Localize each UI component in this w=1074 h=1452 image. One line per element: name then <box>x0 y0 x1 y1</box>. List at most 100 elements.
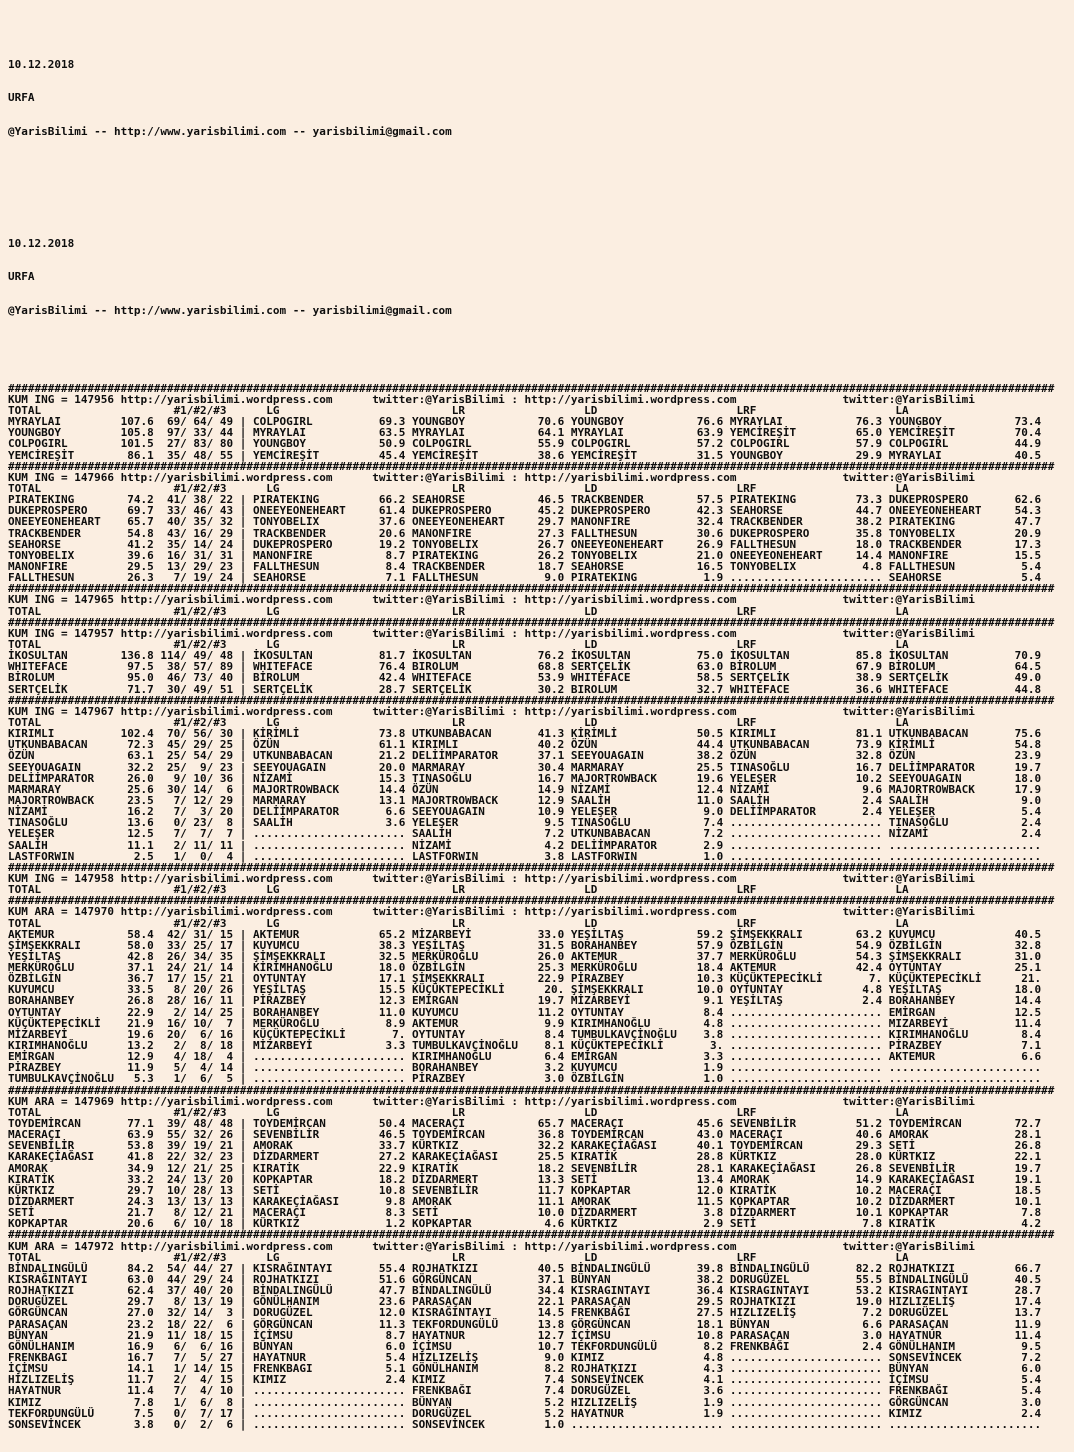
table-row: PARASAÇAN 23.2 18/ 22/ 6 | GÖRGÜNCAN 11.… <box>8 1317 1048 1331</box>
table-row: KOPKAPTAR 20.6 6/ 10/ 18 | KÜRTKIZ 1.2 K… <box>8 1217 1048 1231</box>
table-row: KIRIMLI 102.4 70/ 56/ 30 | KİRİMLİ 73.8 … <box>8 727 1048 741</box>
table-row: KÜÇÜKTEPECİKLİ 21.9 16/ 10/ 7 | MERKÜROĞ… <box>8 1016 1048 1030</box>
column-header-row: TOTAL #1/#2/#3 LG LR LD LRF LA <box>8 715 909 729</box>
section-separator: ########################################… <box>8 381 1055 395</box>
section-header: KUM ING = 147958 http://yarisbilimi.word… <box>8 871 975 885</box>
table-row: OYTUNTAY 22.9 2/ 14/ 25 | BORAHANBEY 11.… <box>8 1005 1048 1019</box>
section-separator: ########################################… <box>8 615 1055 629</box>
column-header-row: TOTAL #1/#2/#3 LG LR LD LRF LA <box>8 916 909 930</box>
section-separator: ########################################… <box>8 693 1055 707</box>
table-row: YELEŞER 12.5 7/ 7/ 7 | .................… <box>8 827 1048 841</box>
table-row: ŞİMŞEKKRALI 58.0 33/ 25/ 17 | KUYUMCU 38… <box>8 938 1048 952</box>
report-header-primary: 10.12.2018 URFA @YarisBilimi -- http://w… <box>8 36 1074 159</box>
table-row: BİNDALINGÜLÜ 84.2 54/ 44/ 27 | KISRAĞINT… <box>8 1261 1048 1275</box>
table-row: PIRATEKING 74.2 41/ 38/ 22 | PIRATEKING … <box>8 493 1048 507</box>
table-row: SERTÇELİK 71.7 30/ 49/ 51 | SERTÇELİK 28… <box>8 682 1048 696</box>
section-separator: ########################################… <box>8 1083 1055 1097</box>
table-row: TINASOĞLU 13.6 0/ 23/ 8 | SAALİH 3.6 YEL… <box>8 816 1048 830</box>
table-row: KIRATİK 33.2 24/ 13/ 20 | KOPKAPTAR 18.2… <box>8 1172 1048 1186</box>
table-row: KUYUMCU 33.5 8/ 20/ 26 | YEŞİLTAŞ 15.5 K… <box>8 983 1048 997</box>
table-row: SETİ 21.7 8/ 12/ 21 | MACERAÇI 8.3 SETİ … <box>8 1206 1048 1220</box>
table-row: KISRAĞINTAYI 63.0 44/ 29/ 24 | ROJHATKIZ… <box>8 1273 1048 1286</box>
table-row: WHITEFACE 97.5 38/ 57/ 89 | WHITEFACE 76… <box>8 660 1048 674</box>
table-row: BÜNYAN 21.9 11/ 18/ 15 | İÇİMSU 8.7 HAYA… <box>8 1328 1048 1342</box>
table-row: MAJORTROWBACK 23.5 7/ 12/ 29 | MARMARAY … <box>8 793 1048 807</box>
table-row: MARMARAY 25.6 30/ 14/ 6 | MAJORTROWBACK … <box>8 782 1048 796</box>
table-row: COLPOGIRL 101.5 27/ 83/ 80 | YOUNGBOY 50… <box>8 437 1048 451</box>
table-row: HİZLIZELİŞ 11.7 2/ 4/ 15 | KIMIZ 2.4 KIM… <box>8 1373 1048 1387</box>
report-body: ########################################… <box>8 383 1074 1430</box>
table-row: DUKEPROSPERO 69.7 33/ 46/ 43 | ONEEYEONE… <box>8 504 1048 518</box>
table-row: UTKUNBABACAN 72.3 45/ 29/ 25 | ÖZÜN 61.1… <box>8 738 1048 752</box>
report-city: URFA <box>8 270 35 284</box>
table-row: SEVENBİLİR 53.8 39/ 19/ 21 | AMORAK 33.7… <box>8 1139 1048 1153</box>
table-row: DİZDARMERT 24.3 13/ 13/ 13 | KARAKEÇİAĞA… <box>8 1195 1048 1209</box>
section-header: KUM ARA = 147969 http://yarisbilimi.word… <box>8 1094 975 1108</box>
table-row: FRENKBAGI 16.7 7/ 5/ 27 | HAYATNUR 5.4 H… <box>8 1350 1048 1364</box>
section-separator: ########################################… <box>8 459 1055 473</box>
report-contact-line: @YarisBilimi -- http://www.yarisbilimi.c… <box>8 124 452 138</box>
table-row: BİROLUM 95.0 46/ 73/ 40 | BİROLUM 42.4 W… <box>8 671 1048 685</box>
table-row: LASTFORWIN 2.5 1/ 0/ 4 | ...............… <box>8 849 1048 863</box>
table-row: KIRIMHANOĞLU 13.2 2/ 8/ 18 | MİZARBEYİ 3… <box>8 1039 1048 1053</box>
table-row: FALLTHESUN 26.3 7/ 19/ 24 | SEAHORSE 7.1… <box>8 571 1048 585</box>
section-header: KUM ARA = 147970 http://yarisbilimi.word… <box>8 905 975 919</box>
table-row: NİZAMİ 16.2 7/ 3/ 20 | DELİİMPARATOR 6.6… <box>8 805 1048 819</box>
section-header: KUM ING = 147966 http://yarisbilimi.word… <box>8 470 975 484</box>
table-row: YOUNGBOY 105.8 97/ 33/ 44 | MYRAYLAI 63.… <box>8 426 1048 440</box>
table-row: SEEYOUAGAIN 32.2 25/ 9/ 23 | SEEYOUAGAIN… <box>8 760 1048 774</box>
section-separator: ########################################… <box>8 894 1055 908</box>
table-row: YEMCİREŞİT 86.1 35/ 48/ 55 | YEMCİREŞİT … <box>8 448 1048 462</box>
column-header-row: TOTAL #1/#2/#3 LG LR LD LRF LA <box>8 604 909 618</box>
table-row: MYRAYLAI 107.6 69/ 64/ 49 | COLPOGIRL 69… <box>8 415 1048 429</box>
column-header-row: TOTAL #1/#2/#3 LG LR LD LRF LA <box>8 883 909 897</box>
table-row: ÖZÜN 63.1 25/ 54/ 29 | UTKUNBABACAN 21.2… <box>8 749 1048 763</box>
section-header: KUM ARA = 147972 http://yarisbilimi.word… <box>8 1239 975 1253</box>
table-row: YEŞİLTAŞ 42.8 26/ 34/ 35 | ŞİMŞEKKRALI 3… <box>8 949 1048 963</box>
table-row: ÖZBİLGİN 36.7 17/ 15/ 21 | OYTUNTAY 17.1… <box>8 972 1048 986</box>
table-row: BORAHANBEY 26.8 28/ 16/ 11 | PİRAZBEY 12… <box>8 994 1048 1008</box>
table-row: İÇİMSU 14.1 1/ 14/ 15 | FRENKBAGI 5.1 GÖ… <box>8 1362 1048 1376</box>
table-row: HAYATNUR 11.4 7/ 4/ 10 | ...............… <box>8 1384 1048 1398</box>
table-row: ONEEYEONEHEART 65.7 40/ 35/ 32 | TONYOBE… <box>8 515 1048 529</box>
report-header-secondary: 10.12.2018 URFA @YarisBilimi -- http://w… <box>8 216 1074 339</box>
table-row: TOYDEMİRCAN 77.1 39/ 48/ 48 | TOYDEMİRCA… <box>8 1117 1048 1131</box>
section-separator: ########################################… <box>8 1228 1055 1242</box>
column-header-row: TOTAL #1/#2/#3 LG LR LD LRF LA <box>8 404 909 418</box>
section-header: KUM ING = 147956 http://yarisbilimi.word… <box>8 392 975 406</box>
table-row: GÖRGÜNCAN 27.0 32/ 14/ 3 | DORUGÜZEL 12.… <box>8 1306 1048 1320</box>
table-row: MİZARBEYİ 19.6 20/ 6/ 16 | KÜÇÜKTEPECİKL… <box>8 1027 1048 1041</box>
table-row: MACERAÇI 63.9 55/ 32/ 26 | SEVENBİLİR 46… <box>8 1128 1048 1142</box>
table-row: AKTEMUR 58.4 42/ 31/ 15 | AKTEMUR 65.2 M… <box>8 927 1048 941</box>
section-separator: ########################################… <box>8 582 1055 596</box>
column-header-row: TOTAL #1/#2/#3 LG LR LD LRF LA <box>8 1250 909 1264</box>
report-city: URFA <box>8 91 35 105</box>
table-row: KIMIZ 7.8 1/ 6/ 8 | ....................… <box>8 1395 1048 1409</box>
table-row: GÖNÜLHANIM 16.9 6/ 6/ 16 | BÜNYAN 6.0 İÇ… <box>8 1339 1048 1353</box>
table-row: TEKFORDUNGÜLÜ 7.5 0/ 7/ 17 | ...........… <box>8 1406 1048 1420</box>
table-row: PİRAZBEY 11.9 5/ 4/ 14 | ...............… <box>8 1061 1048 1075</box>
section-header: KUM ING = 147965 http://yarisbilimi.word… <box>8 593 975 607</box>
table-row: TONYOBELIX 39.6 16/ 31/ 31 | MANONFIRE 8… <box>8 548 1048 562</box>
table-row: EMİRGAN 12.9 4/ 18/ 4 | ................… <box>8 1050 1048 1064</box>
column-header-row: TOTAL #1/#2/#3 LG LR LD LRF LA <box>8 482 909 496</box>
table-row: KARAKEÇİAĞASI 41.8 22/ 32/ 23 | DİZDARME… <box>8 1150 1048 1164</box>
section-header: KUM ING = 147967 http://yarisbilimi.word… <box>8 704 975 718</box>
table-row: SEAHORSE 41.2 35/ 14/ 24 | DUKEPROSPERO … <box>8 537 1048 551</box>
table-row: İKOSULTAN 136.8 114/ 49/ 48 | İKOSULTAN … <box>8 649 1048 663</box>
table-row: SAALİH 11.1 2/ 11/ 11 | ................… <box>8 838 1048 852</box>
table-row: ROJHATKIZI 62.4 37/ 40/ 20 | BİNDALINGÜL… <box>8 1284 1048 1298</box>
column-header-row: TOTAL #1/#2/#3 LG LR LD LRF LA <box>8 637 909 651</box>
table-row: MANONFIRE 29.5 13/ 29/ 23 | FALLTHESUN 8… <box>8 560 1048 573</box>
table-row: TRACKBENDER 54.8 43/ 16/ 29 | TRACKBENDE… <box>8 526 1048 540</box>
table-row: DORUGÜZEL 29.7 8/ 13/ 19 | GÖNÜLHANIM 23… <box>8 1295 1048 1309</box>
table-row: TUMBULKAVÇİNOĞLU 5.3 1/ 6/ 5 | .........… <box>8 1072 1048 1086</box>
report-date: 10.12.2018 <box>8 57 75 71</box>
table-row: KÜRTKIZ 29.7 10/ 28/ 13 | SETİ 10.8 SEVE… <box>8 1183 1048 1197</box>
table-row: MERKÜROĞLU 37.1 24/ 21/ 14 | KİRİMHANOĞL… <box>8 961 1048 975</box>
column-header-row: TOTAL #1/#2/#3 LG LR LD LRF LA <box>8 1105 909 1119</box>
section-header: KUM ING = 147957 http://yarisbilimi.word… <box>8 626 975 640</box>
report-date: 10.12.2018 <box>8 236 75 250</box>
table-row: DELİİMPARATOR 26.0 9/ 10/ 36 | NİZAMİ 15… <box>8 771 1048 785</box>
